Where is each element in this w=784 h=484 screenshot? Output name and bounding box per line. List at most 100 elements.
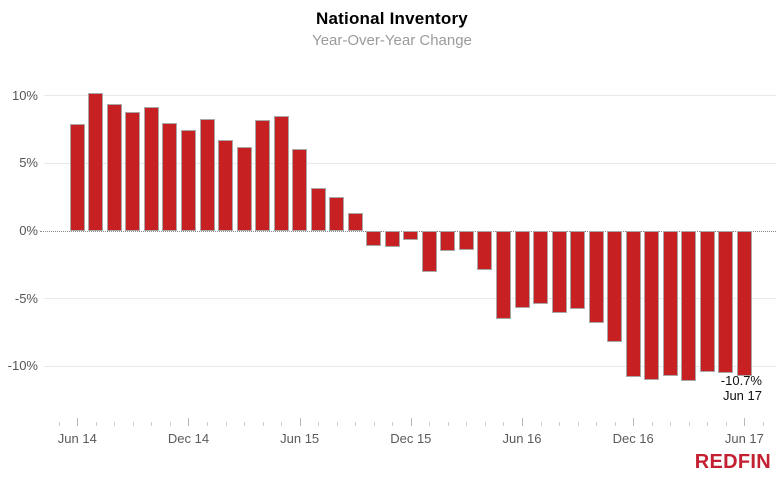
bar-nov-16[interactable] <box>607 231 623 342</box>
x-axis-minor-tick <box>373 422 375 426</box>
bar-jun-16[interactable] <box>514 231 530 309</box>
bar-jan-17[interactable] <box>644 231 660 380</box>
bar-dec-14[interactable] <box>180 129 196 231</box>
x-axis-minor-tick <box>577 422 579 426</box>
bar-nov-14[interactable] <box>162 122 178 231</box>
x-axis-major-tick <box>522 418 524 426</box>
bar-jan-16[interactable] <box>421 231 437 272</box>
x-axis-label: Dec 15 <box>390 431 432 446</box>
x-axis-minor-tick <box>336 422 338 426</box>
chart-subtitle: Year-Over-Year Change <box>312 32 472 49</box>
x-axis-major-tick <box>299 418 301 426</box>
x-axis-major-tick <box>188 418 190 426</box>
x-axis-minor-tick <box>559 422 561 426</box>
chart-title: National Inventory <box>316 9 468 28</box>
x-axis-minor-tick <box>244 422 246 426</box>
bar-sep-16[interactable] <box>570 231 586 310</box>
x-axis-minor-tick <box>225 422 227 426</box>
x-axis-minor-tick <box>392 422 394 426</box>
x-axis-minor-tick <box>540 422 542 426</box>
bar-mar-15[interactable] <box>236 147 252 231</box>
x-axis-major-tick <box>77 418 79 426</box>
last-bar-date-label: Jun 17 <box>722 388 762 403</box>
bar-sep-14[interactable] <box>125 112 141 231</box>
gridline <box>44 365 776 367</box>
bar-sep-15[interactable] <box>347 213 363 231</box>
bar-apr-16[interactable] <box>477 231 493 271</box>
gridline <box>44 95 776 97</box>
bar-jun-15[interactable] <box>292 148 308 231</box>
y-axis-label: 10% <box>11 87 38 103</box>
x-axis-minor-tick <box>429 422 431 426</box>
bar-jul-14[interactable] <box>88 93 104 231</box>
gridline <box>44 298 776 300</box>
x-axis-label: Dec 14 <box>167 431 210 446</box>
bar-oct-15[interactable] <box>366 231 382 246</box>
bar-may-15[interactable] <box>273 116 289 231</box>
x-axis-minor-tick <box>688 422 690 426</box>
bar-may-17[interactable] <box>718 231 734 373</box>
bar-mar-16[interactable] <box>458 231 474 250</box>
x-axis-minor-tick <box>651 422 653 426</box>
x-axis-minor-tick <box>114 422 116 426</box>
x-axis-minor-tick <box>707 422 709 426</box>
x-axis-label: Dec 16 <box>612 431 654 446</box>
redfin-logo: REDFIN <box>694 451 771 473</box>
bar-jun-17[interactable] <box>736 231 752 376</box>
x-axis-label: Jun 15 <box>280 431 320 446</box>
x-axis-label: Jun 17 <box>724 431 764 446</box>
bar-oct-16[interactable] <box>588 231 604 323</box>
x-axis-minor-tick <box>466 422 468 426</box>
x-axis-major-tick <box>633 418 635 426</box>
bar-apr-15[interactable] <box>255 120 271 231</box>
last-bar-value-label: -10.7% <box>720 373 762 388</box>
x-axis-label: Jun 14 <box>57 431 97 446</box>
y-axis-label: 5% <box>19 155 38 171</box>
x-axis-minor-tick <box>670 422 672 426</box>
x-axis-minor-tick <box>596 422 598 426</box>
x-axis-minor-tick <box>95 422 97 426</box>
x-axis-label: Jun 16 <box>502 431 542 446</box>
x-axis-minor-tick <box>281 422 283 426</box>
bar-feb-16[interactable] <box>440 231 456 252</box>
bar-aug-15[interactable] <box>329 197 345 231</box>
x-axis-minor-tick <box>355 422 357 426</box>
bar-dec-16[interactable] <box>625 231 641 378</box>
bar-mar-17[interactable] <box>681 231 697 382</box>
y-axis-label: -5% <box>14 290 38 306</box>
bar-aug-16[interactable] <box>551 231 567 314</box>
gridline <box>44 162 776 164</box>
bar-jul-15[interactable] <box>310 187 326 231</box>
x-axis-minor-tick <box>503 422 505 426</box>
bar-feb-15[interactable] <box>218 140 234 231</box>
bar-jan-15[interactable] <box>199 118 215 231</box>
bar-apr-17[interactable] <box>699 231 715 372</box>
x-axis-minor-tick <box>725 422 727 426</box>
bar-feb-17[interactable] <box>662 231 678 376</box>
x-axis-major-tick <box>744 418 746 426</box>
bar-may-16[interactable] <box>495 231 511 319</box>
x-axis-minor-tick <box>484 422 486 426</box>
y-axis-label: -10% <box>7 358 38 374</box>
x-axis-minor-tick <box>762 422 764 426</box>
x-axis-minor-tick <box>614 422 616 426</box>
x-axis-minor-tick <box>151 422 153 426</box>
bar-oct-14[interactable] <box>143 106 159 231</box>
x-axis-minor-tick <box>132 422 134 426</box>
bar-dec-15[interactable] <box>403 231 419 241</box>
x-axis-minor-tick <box>318 422 320 426</box>
bar-nov-15[interactable] <box>384 231 400 248</box>
x-axis-minor-tick <box>169 422 171 426</box>
bar-jun-14[interactable] <box>69 124 85 231</box>
x-axis-minor-tick <box>262 422 264 426</box>
x-axis-major-tick <box>410 418 412 426</box>
x-axis-minor-tick <box>447 422 449 426</box>
x-axis-minor-tick <box>58 422 60 426</box>
chart-header: National Inventory Year-Over-Year Change <box>0 0 784 49</box>
bar-jul-16[interactable] <box>533 231 549 304</box>
last-bar-annotation: -10.7% Jun 17 <box>721 373 762 403</box>
y-axis-label: 0% <box>19 223 38 238</box>
bar-aug-14[interactable] <box>106 103 122 231</box>
